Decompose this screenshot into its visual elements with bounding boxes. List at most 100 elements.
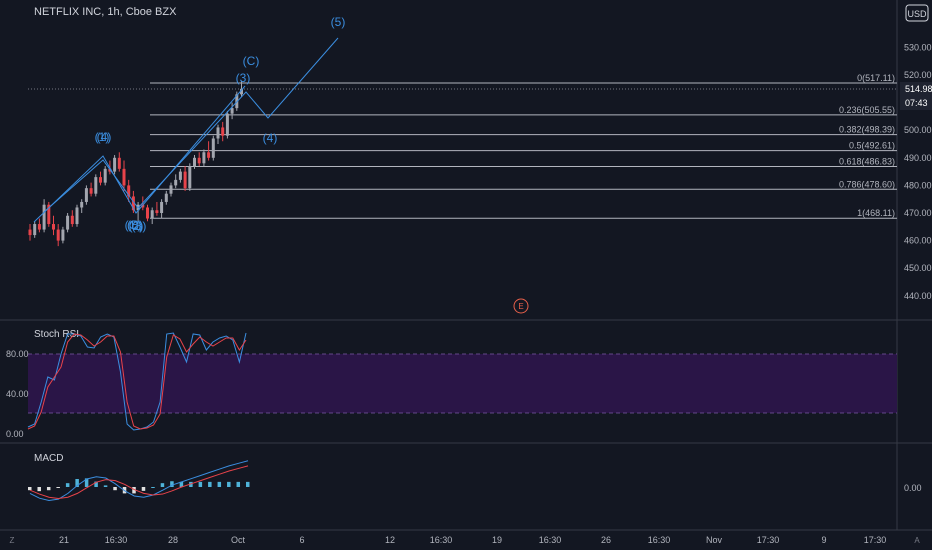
macd-hist-bar [198, 481, 203, 487]
time-label: Nov [706, 535, 723, 545]
time-axis[interactable]: 21 16:30 28 Oct 6 12 16:30 19 16:30 26 16:30 Nov 17:… [59, 535, 886, 545]
wave-label: (C) [243, 54, 260, 68]
stoch-tick-80: 80.00 [6, 349, 29, 359]
candle-body [61, 229, 65, 241]
macd-hist-bar [113, 487, 117, 491]
fib-label: 1(468.11) [857, 208, 895, 218]
candle-body [89, 188, 93, 194]
candle-body [52, 224, 55, 230]
candle-body [202, 152, 206, 164]
macd-hist-bar [179, 481, 184, 487]
candle-body [75, 207, 79, 225]
last-price-box [900, 82, 932, 96]
candle-body [150, 210, 154, 219]
wave-path-a [33, 85, 246, 223]
stoch-overbought-band [28, 354, 897, 413]
candle-body [127, 185, 131, 197]
candles [28, 80, 243, 247]
candle-body [183, 171, 187, 189]
time-label: 19 [492, 535, 502, 545]
time-label: 6 [299, 535, 304, 545]
price-tick: 450.00 [904, 263, 932, 273]
wave-label: (B) [127, 218, 143, 232]
stoch-title[interactable]: Stoch RSI [34, 329, 79, 340]
wave-label: (2) [129, 219, 144, 233]
stoch-d-line [27, 333, 247, 430]
macd-tick-0: 0.00 [904, 483, 922, 493]
macd-hist-bar [160, 483, 165, 487]
candle-body [169, 185, 173, 194]
earnings-marker[interactable] [513, 298, 529, 314]
candle-body [188, 166, 192, 189]
candle-body [164, 193, 168, 202]
candle-body [80, 201, 84, 208]
fib-label: 0.5(492.61) [849, 141, 895, 151]
stoch-tick-40: 40.00 [6, 389, 29, 399]
fib-retracement[interactable]: 0(517.11) 0.236(505.55) 0.382(498.39) 0.5(4… [150, 73, 897, 219]
macd-hist-bar [189, 481, 193, 487]
macd-hist-bar [141, 487, 146, 491]
fib-label: 0(517.11) [857, 73, 895, 83]
macd-line [29, 460, 249, 501]
price-tick: 440.00 [904, 291, 932, 301]
macd-hist-bar [37, 487, 41, 492]
currency-badge[interactable]: USD [907, 9, 927, 19]
candle-body [146, 207, 149, 219]
time-label: 16:30 [539, 535, 562, 545]
macd-hist-bar [236, 481, 241, 487]
candle-body [117, 157, 121, 169]
candle-body [99, 177, 102, 183]
price-tick: 490.00 [904, 153, 932, 163]
macd-hist-bar [227, 481, 231, 487]
candle-body [103, 168, 107, 183]
candle-body [47, 204, 51, 225]
candle-body [207, 152, 211, 158]
macd-hist-bar [75, 479, 79, 487]
candle-body [56, 229, 60, 241]
wave-label: (5) [331, 15, 346, 29]
currency-badge-box[interactable] [905, 4, 929, 22]
macd-hist-bar [56, 487, 60, 488]
macd-hist-bar [132, 487, 136, 494]
time-label: 16:30 [648, 535, 671, 545]
candle-body [28, 229, 32, 236]
macd-hist-bar [84, 478, 89, 487]
price-axis[interactable]: 530.00520.00510.00500.00490.00480.00470.… [904, 42, 932, 300]
symbol-title[interactable]: NETFLIX INC, 1h, Cboe BZX [34, 6, 177, 18]
candle-body [193, 157, 196, 167]
fib-label: 0.618(486.83) [839, 157, 895, 167]
auto-scale-icon[interactable]: A [914, 536, 920, 545]
countdown-label: 07:43 [905, 98, 928, 108]
zoom-icon[interactable]: Z [10, 536, 15, 545]
time-label: Oct [231, 535, 246, 545]
elliott-waves[interactable]: (C)(5)(3)(4)(1)(4)(2)(3)(C)(B) [33, 15, 346, 233]
macd-hist-bar [170, 481, 174, 487]
macd-lines [28, 460, 250, 501]
candle-body [113, 157, 117, 172]
candle-body [33, 224, 37, 236]
macd-hist-bar [217, 481, 222, 487]
macd-hist-bar [208, 481, 212, 487]
time-label: 21 [59, 535, 69, 545]
candle-body [37, 224, 41, 230]
wave-path-b [43, 37, 339, 213]
fib-label: 0.786(478.60) [839, 179, 895, 189]
macd-title[interactable]: MACD [34, 453, 63, 464]
candle-body [141, 204, 145, 208]
countdown-box [900, 96, 932, 110]
candle-body [178, 171, 182, 180]
time-label: 9 [821, 535, 826, 545]
candle-body [131, 196, 135, 211]
wave-label: (3) [132, 219, 147, 233]
time-label: 16:30 [430, 535, 453, 545]
time-label: 16:30 [105, 535, 128, 545]
earnings-marker-label[interactable]: E [518, 302, 523, 311]
macd-hist-bar [151, 487, 155, 488]
candle-body [94, 177, 98, 194]
wave-label: (4) [97, 130, 112, 144]
macd-hist-bar [28, 487, 32, 491]
macd-hist-bar [65, 483, 70, 487]
candle-body [211, 138, 215, 158]
candle-body [221, 127, 225, 136]
